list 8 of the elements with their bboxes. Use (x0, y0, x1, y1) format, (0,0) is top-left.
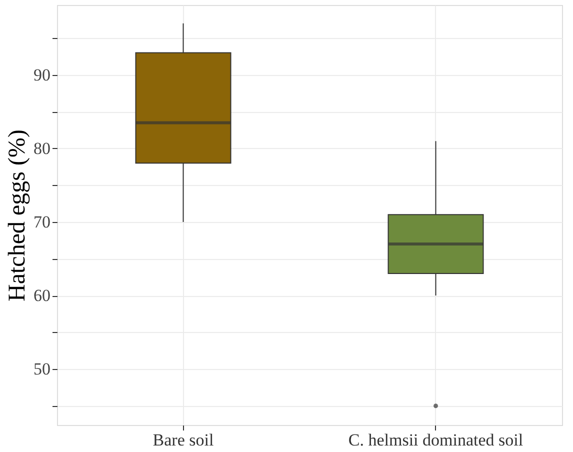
y-tick-label: 80 (34, 138, 50, 158)
y-tick-label: 60 (34, 286, 50, 306)
y-tick-label: 50 (34, 360, 50, 379)
x-tick-label: Bare soil (152, 430, 214, 450)
y-axis-title: Hatched eggs (%) (4, 130, 30, 302)
y-tick-label: 70 (34, 212, 50, 232)
y-tick-label: 90 (34, 65, 50, 84)
x-tick-label: C. helmsii dominated soil (348, 430, 524, 450)
